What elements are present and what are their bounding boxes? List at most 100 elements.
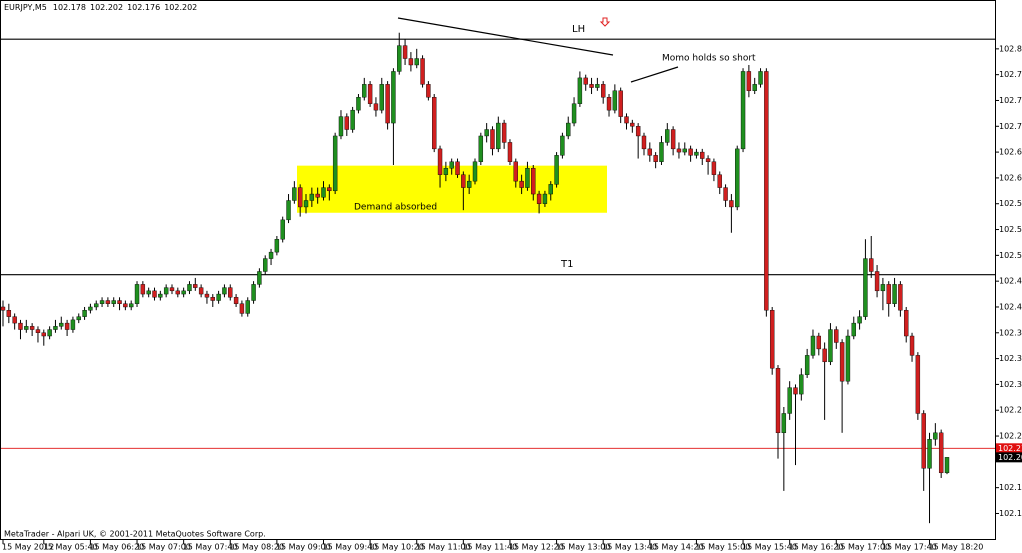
candle-body: [892, 284, 897, 304]
y-tick-label: 102.795: [999, 70, 1022, 79]
candle-body: [228, 287, 233, 298]
candle-body: [886, 284, 891, 304]
candle-body: [420, 58, 425, 85]
candle-body: [210, 297, 215, 301]
candle-body: [933, 432, 938, 440]
high: 102.202: [90, 3, 123, 12]
candle-body: [344, 116, 350, 130]
x-tick-label: 15 May 16:20: [789, 543, 844, 552]
candle-body: [321, 187, 326, 198]
candle-body: [600, 84, 606, 98]
candle-body: [362, 84, 367, 98]
candle-body: [874, 271, 880, 292]
candle-body: [700, 151, 705, 159]
y-tick-label: 102.315: [999, 380, 1022, 389]
header: EURJPY,M5 102.178 102.202 102.176 102.202: [4, 3, 197, 12]
y-tick-label: 102.555: [999, 225, 1022, 234]
candle-body: [635, 126, 641, 137]
candle-body: [694, 151, 699, 156]
y-tick-label: 102.835: [999, 44, 1022, 53]
candle-body: [397, 45, 402, 72]
x-tick-label: 15 May 14:20: [649, 543, 704, 552]
candle-body: [554, 155, 559, 185]
candle-body: [123, 303, 128, 308]
candle-body: [630, 122, 635, 127]
close: 102.202: [164, 3, 197, 12]
candle-body: [828, 329, 833, 363]
candle-body: [414, 58, 419, 66]
candle-body: [769, 310, 775, 369]
candle-body: [659, 142, 664, 162]
candle-body: [735, 148, 740, 208]
candle-body: [484, 129, 489, 137]
candle-body: [775, 368, 781, 434]
annotation: Momo holds so short: [662, 54, 756, 64]
candle-body: [356, 97, 361, 111]
x-tick-label: 15 May 18:20: [929, 543, 984, 552]
x-tick-label: 15 May 17:40: [882, 543, 937, 552]
symbol: EURJPY,M5: [4, 3, 47, 12]
x-tick-label: 15 May 05:40: [43, 543, 98, 552]
candle-body: [297, 187, 303, 208]
candle-body: [513, 161, 518, 182]
candle-body: [379, 84, 384, 111]
candle-body: [845, 335, 851, 382]
candle-body: [705, 158, 711, 162]
candle-body: [455, 161, 460, 175]
y-tick-label: 102.235: [999, 432, 1022, 441]
candle-body: [41, 332, 46, 337]
candle-body: [536, 193, 542, 204]
candle-body: [746, 71, 752, 91]
y-tick-label: 102.635: [999, 173, 1022, 182]
candle-body: [280, 219, 285, 240]
candle-body: [723, 187, 728, 201]
candle-body: [175, 290, 181, 295]
candle-body: [822, 348, 827, 363]
x-tick-label: 15 May 17:00: [835, 543, 890, 552]
candle-body: [804, 355, 810, 375]
candle-body: [391, 71, 396, 124]
candle-body: [496, 122, 501, 150]
candle-body: [332, 135, 338, 192]
x-tick-label: 15 May 13:40: [602, 543, 657, 552]
candle-body: [653, 155, 658, 162]
candle-body: [29, 326, 35, 330]
candle-body: [158, 293, 163, 298]
candle-body: [490, 129, 495, 150]
candle-body: [64, 322, 70, 330]
candle-body: [670, 129, 676, 150]
candle-body: [612, 90, 618, 111]
x-tick-label: 15 May 07:00: [136, 543, 191, 552]
x-tick-label: 15 May 12:20: [509, 543, 564, 552]
candle-body: [59, 322, 64, 327]
candle-body: [268, 251, 274, 259]
candle-body: [676, 148, 682, 153]
candle-body: [647, 148, 653, 156]
candle-body: [204, 293, 210, 298]
x-tick-label: 15 May 11:40: [462, 543, 517, 552]
candle-body: [94, 303, 99, 308]
annotation: LH: [572, 24, 585, 35]
candle-body: [461, 174, 466, 188]
candle-body: [793, 387, 798, 395]
candle-body: [402, 45, 408, 59]
candle-body: [560, 135, 565, 156]
candle-body: [198, 287, 204, 295]
candle-body: [373, 103, 379, 111]
candle-body: [618, 90, 623, 117]
x-tick-label: 15 May 09:40: [322, 543, 377, 552]
candle-body: [904, 310, 909, 337]
candle-body: [624, 116, 629, 124]
candle-body: [781, 413, 787, 434]
pointer-line: [630, 66, 679, 83]
candle-body: [851, 322, 856, 337]
ask-box: [996, 443, 1022, 454]
x-tick-label: 15 May 13:00: [556, 543, 611, 552]
x-tick-label: 15 May 15:40: [742, 543, 797, 552]
x-tick-label: 15 May 15:00: [695, 543, 750, 552]
x-tick-label: 15 May 08:20: [229, 543, 284, 552]
candle-body: [327, 187, 332, 192]
candle-body: [437, 148, 443, 175]
candle-body: [717, 174, 722, 188]
y-tick-label: 102.675: [999, 148, 1022, 157]
